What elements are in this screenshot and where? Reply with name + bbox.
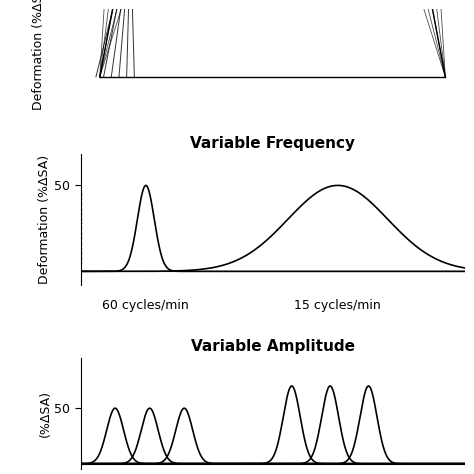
Title: Variable Frequency: Variable Frequency (190, 136, 355, 151)
Text: 15 cycles/min: 15 cycles/min (294, 299, 381, 312)
Text: Deformation (%ΔSA): Deformation (%ΔSA) (32, 0, 45, 110)
Text: 60 cycles/min: 60 cycles/min (102, 299, 189, 312)
Y-axis label: Deformation (%ΔSA): Deformation (%ΔSA) (38, 155, 51, 284)
Title: Variable Amplitude: Variable Amplitude (191, 339, 355, 354)
Y-axis label: (%ΔSA): (%ΔSA) (38, 390, 51, 437)
